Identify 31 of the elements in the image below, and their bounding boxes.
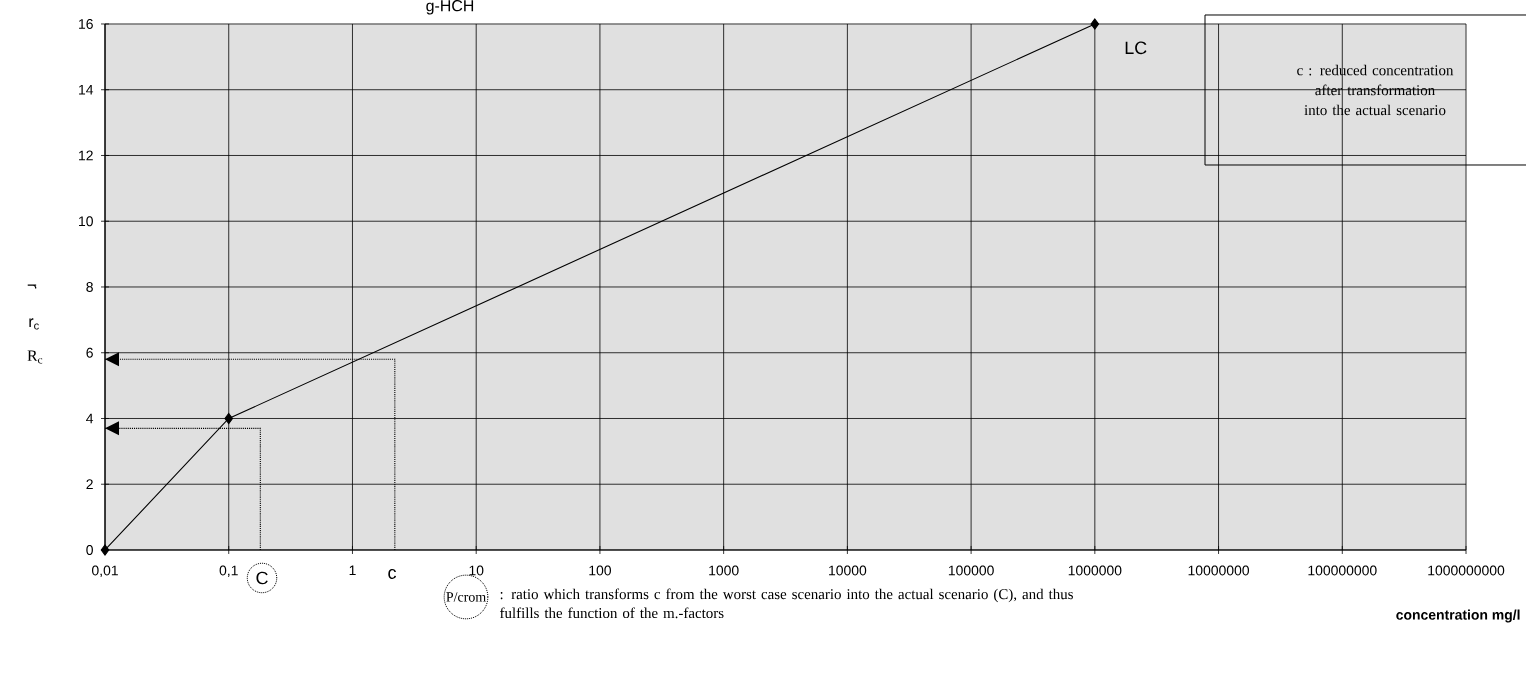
y-tick-label: 16 — [79, 19, 93, 29]
y-axis-title: R$_{c}$ — [27, 350, 43, 364]
y-tick-label: 0 — [86, 545, 93, 555]
text: C — [256, 571, 268, 585]
y-tick-label: 14 — [79, 84, 94, 95]
x-tick-label: 0,01 — [91, 565, 118, 578]
text: c — [388, 569, 397, 579]
y-tick-label: 10 — [79, 216, 93, 227]
x-tick-label: 0,1 — [219, 565, 238, 578]
text: P/crom — [446, 592, 486, 602]
y-tick-label: 8 — [86, 282, 93, 292]
x-tick-label: 100 — [589, 565, 612, 576]
y-tick-label: 12 — [79, 150, 93, 161]
text: r — [27, 284, 37, 289]
x-tick-label: 10000000 — [1188, 565, 1250, 576]
x-axis-title: concentration mg/l — [1396, 609, 1520, 623]
y-tick-label: 4 — [86, 413, 94, 424]
x-tick-label: 1 — [349, 565, 356, 576]
x-tick-label: 10 — [469, 565, 484, 576]
y-tick-label: 6 — [86, 347, 93, 358]
text: r$_{c}$ — [29, 318, 39, 330]
chart-title: g-HCH — [426, 0, 474, 15]
annotation: LC — [1125, 41, 1147, 55]
text: : ratio which transforms c from the worst case scenario into the actual scenario (C), and thus fulfills the function of the m.-factors — [499, 588, 1073, 619]
x-tick-label: 1000 — [709, 565, 739, 576]
x-tick-label: 1000000 — [1068, 565, 1122, 576]
x-tick-label: 100000 — [948, 565, 994, 576]
x-tick-label: 100000000 — [1308, 565, 1377, 576]
x-tick-label: 1000000000 — [1428, 565, 1505, 576]
y-tick-label: 2 — [86, 479, 93, 490]
x-tick-label: 10000 — [829, 565, 867, 576]
